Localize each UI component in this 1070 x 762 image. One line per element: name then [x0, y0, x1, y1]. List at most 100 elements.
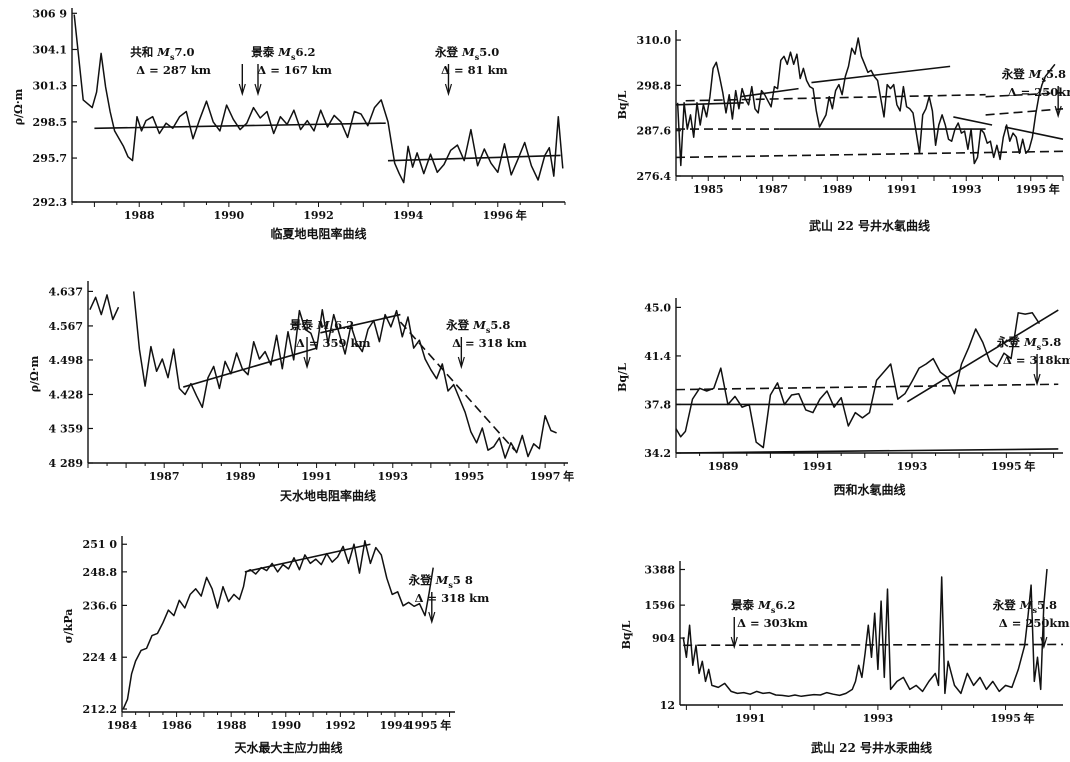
- x-tick-label: 1991: [301, 470, 332, 483]
- x-tick-label: 1991: [735, 712, 766, 725]
- dashed-trend-line: [399, 321, 516, 451]
- y-tick-label: 292.3: [33, 196, 67, 209]
- y-axis-label: σ/kPa: [62, 609, 75, 644]
- y-tick-label: 301.3: [33, 80, 67, 93]
- event-label: 永登 Ms5 8: [408, 573, 473, 590]
- y-tick-label: 236.6: [83, 599, 118, 612]
- dashed-trend-line: [985, 91, 1064, 98]
- dashed-trend-line: [675, 150, 1064, 159]
- event-distance-label: Δ = 167 km: [257, 63, 332, 77]
- y-axis-label: Bq/L: [620, 620, 633, 649]
- y-tick-label: 37.8: [644, 398, 671, 411]
- event-distance-label: Δ = 318 km: [415, 591, 490, 605]
- x-tick-label: 1995: [990, 712, 1021, 725]
- trend-line: [953, 116, 993, 126]
- y-tick-label: 212.2: [83, 703, 117, 716]
- dashed-trend-line: [675, 383, 1059, 391]
- y-tick-label: 4.567: [49, 320, 83, 333]
- x-tick-label: 1993: [863, 712, 894, 725]
- chart-caption: 临夏地电阻率曲线: [270, 226, 366, 241]
- chart-caption: 武山 22 号井水汞曲线: [811, 740, 932, 755]
- trend-line: [675, 448, 1059, 454]
- x-tick-label: 1988: [216, 719, 247, 732]
- trend-line: [1004, 126, 1064, 140]
- event-label: 永登 Ms5.0: [434, 45, 499, 62]
- y-tick-label: 276.4: [637, 170, 672, 183]
- event-distance-label: Δ = 250km: [999, 616, 1070, 630]
- x-tick-label: 1990: [214, 209, 245, 222]
- dashed-trend-line: [985, 108, 1064, 116]
- y-tick-label: 4 359: [49, 422, 83, 435]
- event-arrow-head: [303, 356, 311, 370]
- x-tick-label: 1993: [377, 470, 408, 483]
- x-tick-label: 1995: [407, 719, 438, 732]
- x-tick-label: 1993: [897, 460, 928, 473]
- event-label: 永登 Ms5.8: [445, 318, 510, 335]
- event-arrow-head: [254, 83, 262, 97]
- x-unit-label: 年: [440, 718, 451, 732]
- y-tick-label: 4.637: [49, 285, 83, 298]
- event-label: 永登 Ms5.8: [992, 598, 1057, 615]
- y-axis-label: ρ/Ω·m: [12, 88, 25, 125]
- chart-caption: 天水地电阻率曲线: [280, 488, 376, 503]
- chart-caption: 西和水氡曲线: [833, 482, 905, 497]
- x-tick-label: 1988: [124, 209, 155, 222]
- chart-caption: 武山 22 号井水氡曲线: [809, 218, 930, 233]
- event-arrow-head: [1040, 636, 1048, 650]
- y-tick-label: 251 0: [83, 538, 118, 551]
- y-tick-label: 306 9: [33, 7, 67, 20]
- event-distance-label: Δ = 250km: [1008, 85, 1070, 99]
- x-tick-label: 1992: [303, 209, 334, 222]
- x-unit-label: 年: [516, 208, 527, 222]
- x-tick-label: 1987: [149, 470, 180, 483]
- x-unit-label: 年: [563, 469, 574, 483]
- y-axis-label: ρ/Ω·m: [28, 355, 41, 392]
- event-arrow-head: [457, 356, 465, 370]
- trend-line: [387, 154, 561, 162]
- y-tick-label: 298.8: [637, 79, 672, 92]
- x-tick-label: 1989: [708, 460, 739, 473]
- y-tick-label: 12: [660, 699, 675, 712]
- event-label: 景泰 Ms6.2: [289, 318, 354, 335]
- chart-panel-p5: 45.0 41.4 37.8 34.2 1989 1991 1993 1995 年 Bq/L 永登 …: [616, 298, 1070, 497]
- event-label: 景泰 Ms6.2: [250, 45, 315, 62]
- y-tick-label: 41.4: [644, 350, 671, 363]
- data-series-line: [122, 540, 434, 709]
- x-tick-label: 1984: [107, 719, 138, 732]
- y-tick-label: 287.6: [637, 125, 672, 138]
- y-tick-label: 295.7: [33, 152, 67, 165]
- y-tick-label: 224 4: [83, 651, 118, 664]
- y-tick-label: 45.0: [644, 301, 671, 314]
- x-tick-label: 1993: [951, 183, 982, 196]
- x-unit-label: 年: [1024, 459, 1035, 473]
- y-tick-label: 1596: [644, 599, 675, 612]
- x-tick-label: 1991: [802, 460, 833, 473]
- x-tick-label: 1989: [225, 470, 256, 483]
- event-distance-label: Δ = 303km: [737, 616, 808, 630]
- x-tick-label: 1985: [693, 183, 724, 196]
- y-tick-label: 904: [652, 632, 675, 645]
- chart-panel-p1: 306 9 304.1 301.3 298.5 295.7 292.3 1988 1990 19…: [12, 7, 566, 241]
- x-tick-label: 1995: [454, 470, 485, 483]
- event-arrow-head: [1054, 105, 1062, 119]
- data-series-line: [676, 37, 1056, 167]
- y-tick-label: 304.1: [33, 43, 67, 56]
- event-label: 永登 Ms5.8: [996, 335, 1061, 352]
- event-label: 共和 Ms7.0: [130, 45, 194, 62]
- chart-caption: 天水最大主应力曲线: [234, 740, 342, 755]
- x-tick-label: 1994: [393, 209, 424, 222]
- chart-panel-p4: 310.0 298.8 287.6 276.4 1985 1987 1989 1991 1993…: [616, 30, 1070, 233]
- y-tick-label: 34.2: [644, 447, 671, 460]
- x-tick-label: 1986: [161, 719, 192, 732]
- event-label: 永登 Ms5.8: [1001, 67, 1066, 84]
- x-tick-label: 1987: [757, 183, 788, 196]
- data-series-line: [682, 568, 1048, 698]
- y-axis-label: Bq/L: [616, 90, 629, 119]
- trend-line: [740, 87, 799, 98]
- trend-line: [675, 101, 744, 106]
- y-tick-label: 4 289: [49, 457, 83, 470]
- event-arrow-head: [1033, 373, 1041, 387]
- event-distance-label: Δ = 81 km: [441, 63, 508, 77]
